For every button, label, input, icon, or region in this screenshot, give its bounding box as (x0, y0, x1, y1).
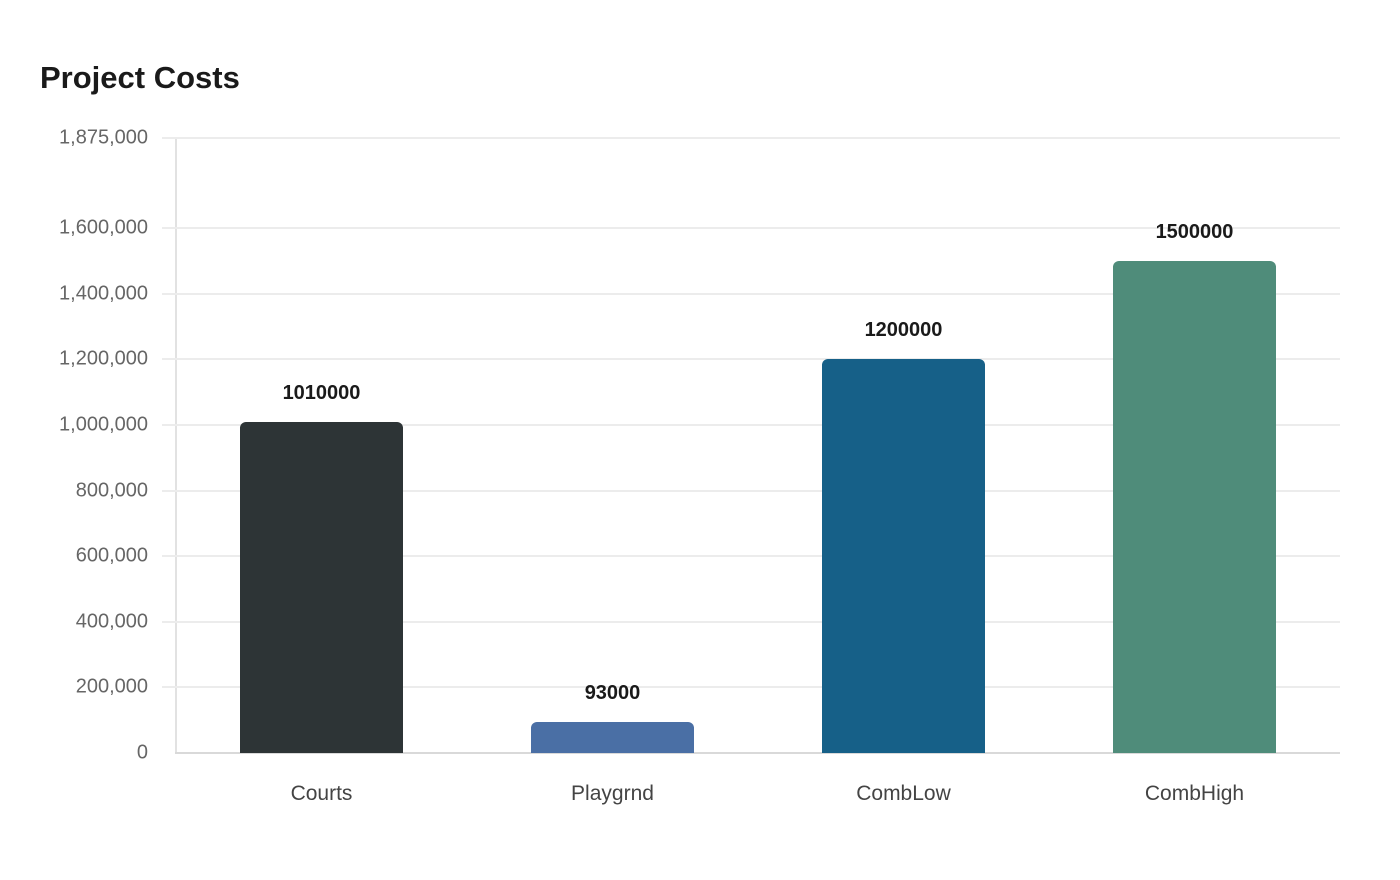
y-tick-label: 800,000 (75, 479, 148, 502)
bar-comblow[interactable] (822, 359, 985, 753)
x-axis-line (175, 752, 1340, 754)
bar-playgrnd[interactable] (531, 722, 694, 753)
y-tick-label: 1,600,000 (59, 216, 148, 239)
gridline (162, 686, 1340, 689)
gridline (162, 424, 1340, 426)
y-tick-label: 400,000 (75, 610, 148, 633)
bar-value-label: 1010000 (282, 381, 361, 404)
x-tick-label: CombLow (856, 782, 951, 805)
gridline (162, 137, 1340, 139)
y-axis-line (175, 138, 177, 754)
y-tick-label: 200,000 (75, 675, 148, 698)
y-tick-label: 1,000,000 (59, 413, 148, 436)
bar-combhigh[interactable] (1113, 261, 1276, 753)
y-tick-label: 600,000 (75, 544, 148, 567)
y-tick-label: 1,400,000 (59, 282, 148, 305)
y-tick-label: 0 (136, 741, 148, 764)
bar-value-label: 93000 (584, 682, 641, 705)
x-tick-label: Playgrnd (571, 782, 654, 805)
gridline (162, 489, 1340, 492)
y-tick-label: 1,875,000 (59, 126, 148, 149)
gridline (162, 358, 1340, 361)
chart-title: Project Costs (40, 60, 240, 95)
gridline (162, 555, 1340, 558)
bar-value-label: 1500000 (1155, 221, 1234, 243)
bar-courts[interactable] (240, 421, 403, 753)
gridline (162, 292, 1340, 295)
x-tick-label: CombHigh (1144, 782, 1245, 805)
bar-value-label: 1200000 (864, 319, 943, 342)
gridline (162, 620, 1340, 623)
gridline (162, 227, 1340, 230)
y-tick-label: 1,200,000 (59, 347, 148, 370)
x-tick-label: Courts (290, 782, 353, 805)
